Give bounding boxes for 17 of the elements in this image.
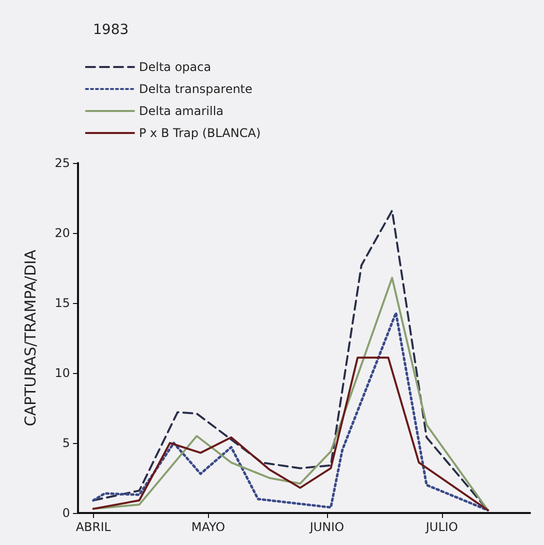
y-axis-title: CAPTURAS/TRAMPA/DIA	[22, 249, 40, 426]
y-tick-label: 25	[54, 156, 70, 170]
legend-label: Delta opaca	[139, 60, 212, 74]
legend-label: Delta transparente	[139, 82, 252, 96]
x-tick-label: ABRIL	[76, 520, 112, 534]
x-tick-label: MAYO	[191, 520, 226, 534]
legend-label: Delta amarilla	[139, 104, 224, 118]
x-tick-label: JUNIO	[308, 520, 344, 534]
y-tick-label: 0	[62, 506, 70, 520]
y-tick-label: 10	[54, 366, 70, 380]
y-tick-label: 20	[54, 226, 70, 240]
chart-title: 1983	[93, 22, 129, 38]
y-tick-label: 5	[62, 436, 70, 450]
y-tick-label: 15	[54, 296, 70, 310]
x-tick-label: JULIO	[424, 520, 458, 534]
legend-label: P x B Trap (BLANCA)	[139, 126, 261, 140]
line-series	[92, 356, 489, 512]
